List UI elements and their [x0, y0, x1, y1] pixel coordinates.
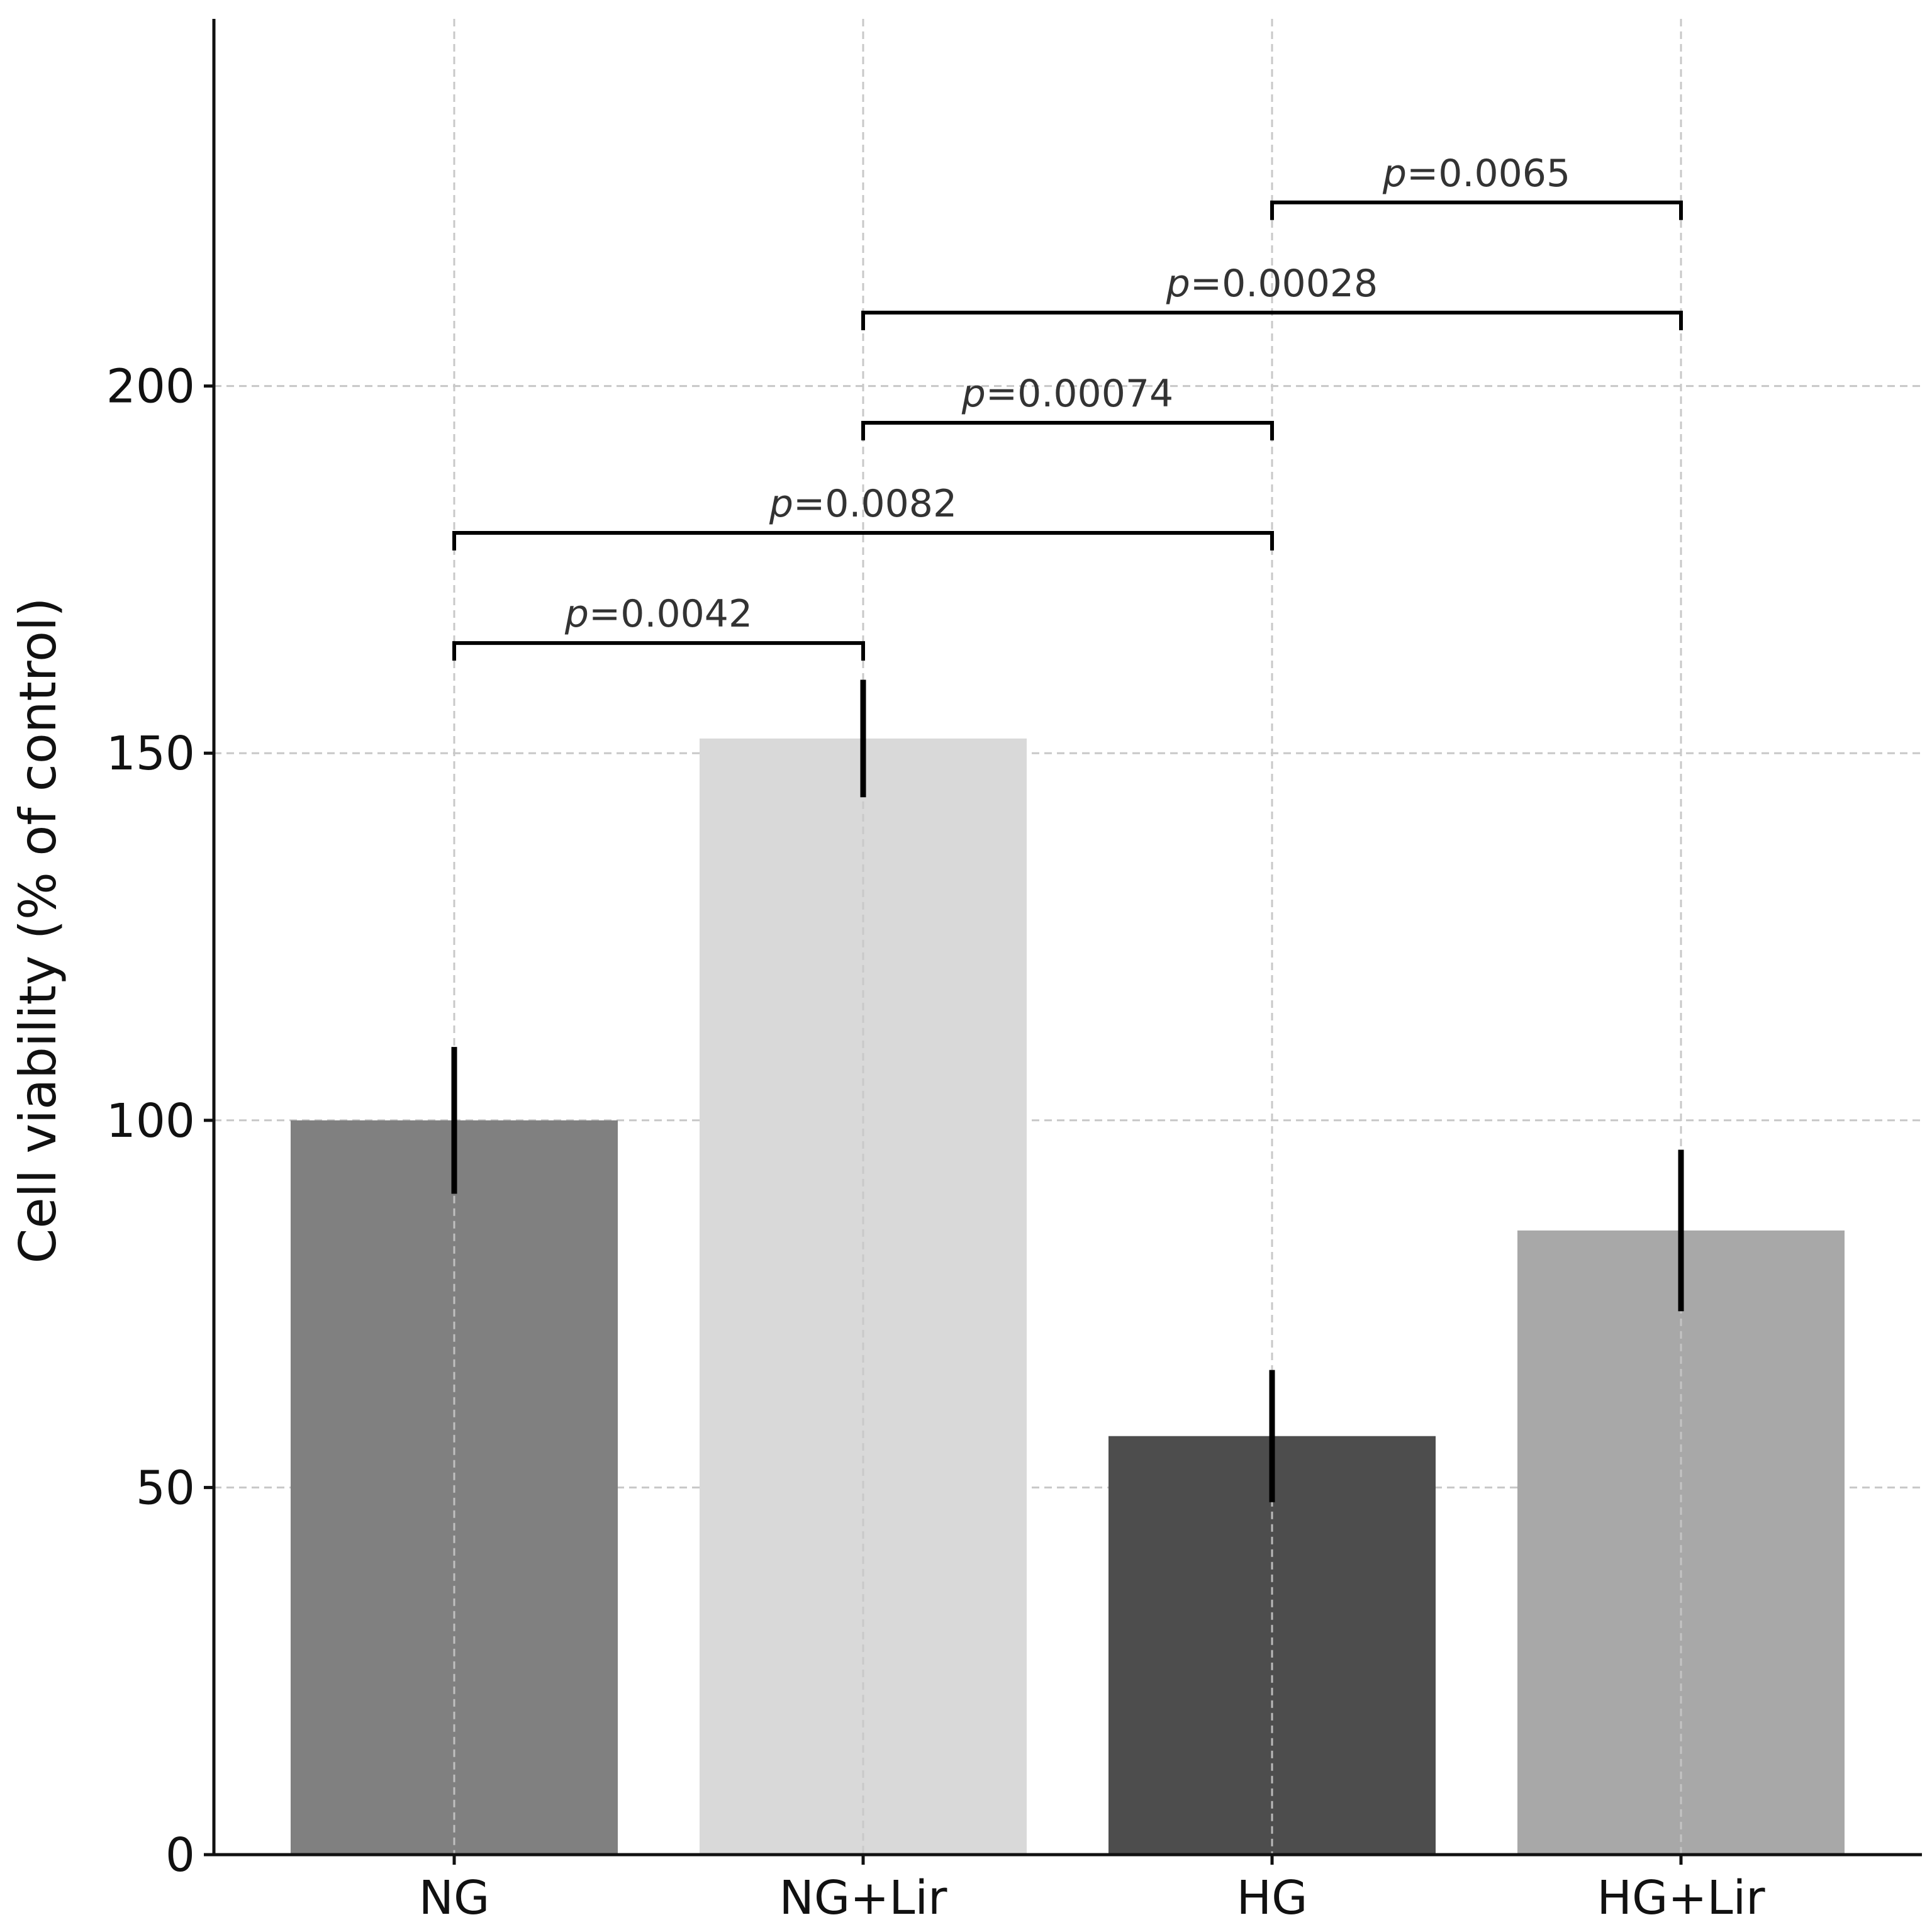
p-value: =0.0042 [589, 592, 752, 636]
x-ticks: NG NG+Lir HG HG+Lir [419, 1855, 1765, 1925]
bars [291, 738, 1845, 1855]
p-value-label: p=0.0042 [564, 592, 752, 636]
x-tick-label: NG+Lir [779, 1871, 947, 1925]
y-tick-label: 100 [106, 1094, 195, 1148]
significance-bracket [861, 420, 1274, 440]
axes [212, 19, 1922, 1857]
p-symbol: p [961, 372, 986, 416]
y-tick-label: 0 [165, 1828, 195, 1882]
y-tick-label: 50 [136, 1461, 195, 1515]
p-value-label: p=0.00074 [961, 372, 1173, 416]
significance-brackets: p=0.0042p=0.0082p=0.00074p=0.00028p=0.00… [452, 152, 1683, 661]
error-bars [451, 679, 1684, 1502]
p-symbol: p [1382, 152, 1407, 196]
p-value: =0.00028 [1190, 262, 1378, 306]
x-tick-label: HG [1237, 1871, 1308, 1925]
x-tick-label: HG+Lir [1597, 1871, 1765, 1925]
significance-bracket [861, 310, 1683, 330]
y-ticks: 0 50 100 150 200 [106, 360, 214, 1882]
x-tick-label: NG [419, 1871, 490, 1925]
significance-bracket [452, 641, 865, 661]
p-value: =0.00074 [986, 372, 1173, 416]
significance-bracket [1270, 200, 1683, 220]
p-value-label: p=0.0082 [769, 482, 957, 526]
y-tick-label: 150 [106, 727, 195, 781]
significance-bracket [452, 531, 1274, 551]
p-value-label: p=0.00028 [1166, 262, 1378, 306]
p-symbol: p [769, 482, 793, 526]
p-value-label: p=0.0065 [1382, 152, 1570, 196]
y-tick-label: 200 [106, 360, 195, 414]
p-symbol: p [1166, 262, 1190, 306]
y-axis-title: Cell viability (% of control) [9, 598, 67, 1264]
p-value: =0.0065 [1407, 152, 1570, 196]
p-value: =0.0082 [793, 482, 957, 526]
p-symbol: p [564, 592, 589, 636]
